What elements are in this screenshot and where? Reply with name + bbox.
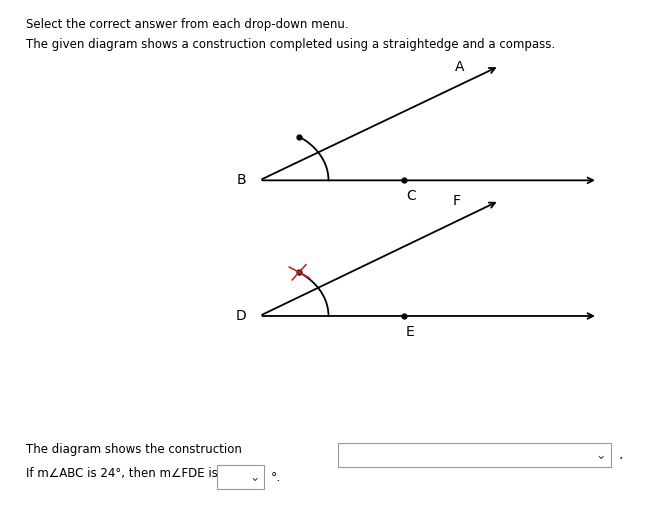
- Text: B: B: [237, 173, 246, 187]
- Text: °.: °.: [271, 470, 281, 484]
- FancyBboxPatch shape: [338, 443, 611, 467]
- Text: E: E: [406, 325, 415, 339]
- Text: The diagram shows the construction: The diagram shows the construction: [26, 443, 242, 456]
- Text: C: C: [406, 189, 416, 203]
- Text: The given diagram shows a construction completed using a straightedge and a comp: The given diagram shows a construction c…: [26, 38, 555, 51]
- Text: A: A: [455, 59, 464, 74]
- Text: .: .: [619, 448, 623, 462]
- Text: F: F: [453, 194, 461, 208]
- Text: ⌄: ⌄: [596, 449, 606, 462]
- Text: D: D: [236, 309, 246, 323]
- Text: Select the correct answer from each drop-down menu.: Select the correct answer from each drop…: [26, 18, 349, 31]
- Text: ⌄: ⌄: [249, 470, 260, 484]
- Text: If m∠ABC is 24°, then m∠FDE is: If m∠ABC is 24°, then m∠FDE is: [26, 467, 218, 480]
- FancyBboxPatch shape: [217, 465, 264, 489]
